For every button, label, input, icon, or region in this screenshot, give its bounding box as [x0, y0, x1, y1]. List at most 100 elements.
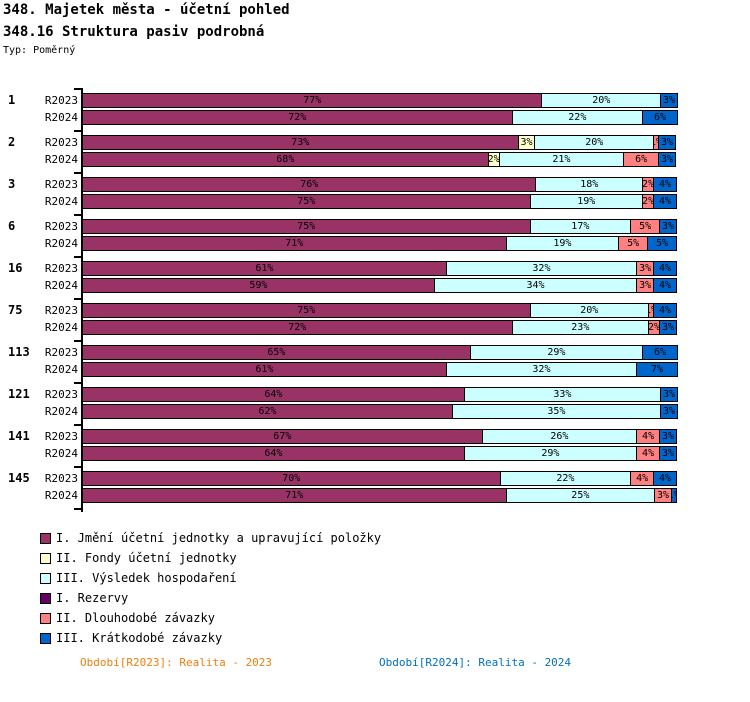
segment-value: 2% — [642, 195, 655, 207]
segment-value: 6% — [635, 153, 648, 165]
bar-segment: 4% — [653, 303, 677, 318]
bar-segment: 68% — [82, 152, 489, 167]
legend-swatch — [40, 612, 51, 624]
segment-value: 5% — [639, 220, 652, 232]
segment-value: 67% — [273, 430, 292, 442]
bar-segment: 26% — [481, 429, 638, 444]
axis-tick — [74, 424, 82, 426]
segment-value: 3% — [661, 447, 675, 459]
axis-tick — [74, 340, 82, 342]
segment-value: 71% — [285, 489, 304, 501]
legend-item: I. Rezervy — [40, 588, 381, 608]
segment-value: 6% — [654, 111, 667, 123]
stacked-bar-2-r2024: 68% 2% 21% 6% 3% — [82, 152, 680, 167]
legend-item: II. Dlouhodobé závazky — [40, 608, 381, 628]
bar-segment: 77% — [82, 93, 543, 108]
stacked-bar-6-r2023: 75% 17% 5% 3% — [82, 219, 680, 234]
segment-value: 20% — [580, 304, 599, 316]
category-axis-line — [81, 88, 83, 512]
legend-label: II. Fondy účetní jednotky — [56, 551, 237, 565]
bar-segment: 76% — [82, 177, 537, 192]
bar-segment: 3% — [654, 488, 673, 503]
segment-value: 59% — [249, 279, 268, 291]
legend-label: III. Výsledek hospodaření — [56, 571, 237, 585]
bar-segment: 64% — [82, 446, 465, 461]
bar-segment: 6% — [642, 345, 678, 360]
stacked-bar-145-r2024: 71% 25% 3%1% — [82, 488, 680, 503]
legend-swatch — [40, 592, 51, 604]
segment-value: 3% — [660, 136, 674, 148]
bar-segment: 61% — [82, 261, 447, 276]
bar-segment: 70% — [82, 471, 501, 486]
category-label: 145 — [8, 471, 30, 485]
chart-type-label: Typ: Poměrný — [3, 45, 76, 56]
segment-value: 3% — [661, 321, 675, 333]
segment-value: 70% — [282, 472, 301, 484]
segment-value: 1% — [649, 305, 653, 317]
segment-value: 29% — [547, 346, 566, 358]
segment-value: 20% — [585, 136, 604, 148]
bar-segment: 22% — [499, 471, 632, 486]
bar-segment: 19% — [529, 194, 644, 209]
bar-segment: 4% — [653, 177, 677, 192]
report-subtitle: 348.16 Struktura pasiv podrobná — [3, 24, 265, 40]
segment-value: 34% — [526, 279, 545, 291]
bar-segment: 29% — [469, 345, 644, 360]
stacked-bar-121-r2023: 64% 33% 3% — [82, 387, 680, 402]
axis-tick — [74, 508, 82, 510]
bar-segment: 5% — [618, 236, 649, 251]
category-label: 16 — [8, 261, 23, 275]
segment-value: 4% — [658, 195, 672, 207]
segment-value: 3% — [639, 262, 652, 274]
segment-value: 61% — [255, 363, 274, 375]
segment-value: 72% — [288, 111, 307, 123]
bar-segment: 25% — [505, 488, 656, 503]
segment-value: 2% — [487, 153, 500, 165]
bar-segment: 4% — [653, 194, 677, 209]
bar-segment: 3% — [636, 261, 655, 276]
series-label-r2024: R2024 — [44, 279, 78, 292]
segment-value: 23% — [571, 321, 590, 333]
series-label-r2024: R2024 — [44, 237, 78, 250]
period-label-r2023: Období[R2023]: Realita - 2023 — [80, 656, 273, 669]
axis-tick — [74, 214, 82, 216]
bar-segment: 22% — [511, 110, 644, 125]
bar-segment: 3% — [660, 387, 678, 402]
bar-segment: 67% — [82, 429, 483, 444]
segment-value: 4% — [642, 430, 655, 442]
bar-segment: 3% — [658, 135, 676, 150]
stacked-bar-6-r2024: 71% 19% 5% 5% — [82, 236, 680, 251]
segment-value: 26% — [550, 430, 569, 442]
segment-value: 3% — [661, 430, 675, 442]
bar-segment: 4% — [653, 278, 677, 293]
segment-value: 73% — [291, 136, 310, 148]
bar-segment: 3% — [517, 135, 536, 150]
segment-value: 64% — [264, 447, 283, 459]
bar-segment: 17% — [529, 219, 632, 234]
legend-item: III. Výsledek hospodaření — [40, 568, 381, 588]
segment-value: 5% — [627, 237, 640, 249]
bar-segment: 3% — [660, 93, 678, 108]
bar-segment: 62% — [82, 404, 453, 419]
stacked-bar-1-r2024: 72% 22% 6% — [82, 110, 680, 125]
stacked-bar-16-r2023: 61% 32% 3% 4% — [82, 261, 680, 276]
segment-value: 2% — [642, 178, 655, 190]
stacked-bar-145-r2023: 70% 22% 4% 4% — [82, 471, 680, 486]
bar-segment: 23% — [511, 320, 650, 335]
segment-value: 32% — [532, 363, 551, 375]
series-label-r2024: R2024 — [44, 363, 78, 376]
stacked-bar-113-r2023: 65% 29% 6% — [82, 345, 680, 360]
series-label-r2023: R2023 — [44, 136, 78, 149]
segment-value: 32% — [532, 262, 551, 274]
stacked-bar-75-r2023: 75% 20% 1% 4% — [82, 303, 680, 318]
segment-value: 35% — [547, 405, 566, 417]
segment-value: 61% — [255, 262, 274, 274]
segment-value: 4% — [658, 279, 672, 291]
chart-plot: 1 R2023 77% 20% 3% R2024 72% 22% 6% 2 R2023 73% 3% 20… — [0, 88, 750, 518]
bar-segment: 5% — [647, 236, 677, 251]
segment-value: 72% — [288, 321, 307, 333]
stacked-bar-1-r2023: 77% 20% 3% — [82, 93, 680, 108]
segment-value: 25% — [571, 489, 590, 501]
bar-segment: 35% — [451, 404, 662, 419]
